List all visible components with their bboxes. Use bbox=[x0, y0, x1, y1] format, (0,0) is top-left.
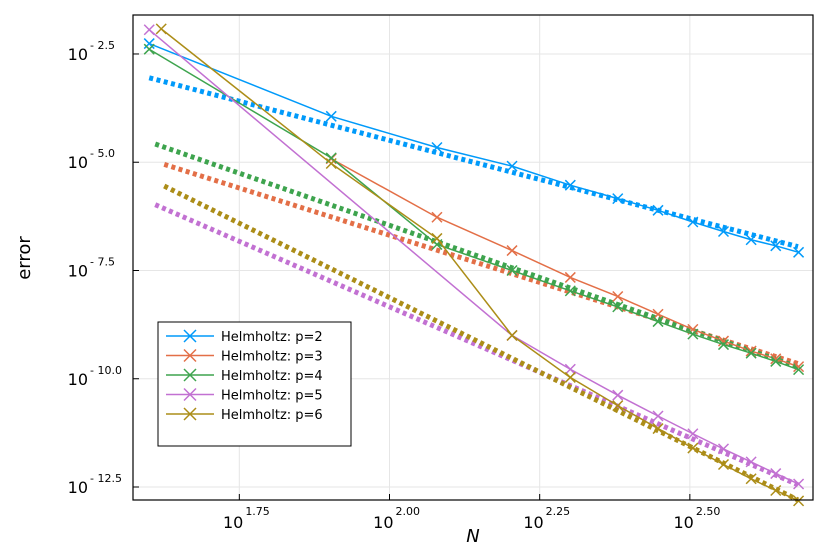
grid bbox=[133, 15, 813, 500]
data-point-marker bbox=[564, 179, 576, 191]
data-point-marker bbox=[155, 23, 167, 35]
data-point-marker bbox=[717, 335, 730, 347]
data-point-marker bbox=[793, 361, 805, 373]
reference-line bbox=[163, 162, 799, 366]
data-point-marker bbox=[506, 264, 518, 277]
data-point-marker bbox=[431, 141, 443, 154]
legend-entry: Helmholtz: p=5 bbox=[166, 387, 323, 404]
data-point-marker bbox=[652, 410, 664, 422]
y-tick-exponent: - 12.5 bbox=[90, 472, 122, 485]
data-point-marker bbox=[770, 355, 782, 367]
legend: Helmholtz: p=2 Helmholtz: p=3 Helmholtz: p… bbox=[157, 321, 352, 447]
data-point-marker bbox=[687, 216, 699, 228]
legend-box bbox=[157, 321, 352, 447]
data-point-marker bbox=[143, 43, 155, 55]
data-point-marker bbox=[612, 290, 624, 303]
data-point-marker bbox=[793, 364, 805, 376]
data-point-marker bbox=[612, 193, 624, 205]
data-point-marker bbox=[652, 316, 664, 328]
legend-entry: Helmholtz: p=3 bbox=[166, 348, 323, 365]
data-point-marker bbox=[652, 204, 664, 216]
data-point-marker bbox=[793, 246, 805, 258]
y-tick-exponent: - 5.0 bbox=[90, 147, 115, 160]
data-point-marker bbox=[325, 158, 337, 170]
data-point-marker bbox=[564, 271, 576, 283]
series-line bbox=[148, 29, 799, 485]
legend-label: Helmholtz: p=4 bbox=[221, 369, 323, 384]
x-tick-exponent: 1.75 bbox=[245, 505, 269, 518]
data-point-marker bbox=[717, 443, 730, 455]
data-point-marker bbox=[770, 468, 782, 480]
y-tick-label: 10 bbox=[68, 261, 88, 280]
y-axis-label: error bbox=[14, 236, 35, 280]
data-point-marker bbox=[745, 456, 757, 468]
data-point-marker bbox=[612, 400, 624, 412]
series-line bbox=[148, 42, 799, 254]
y-tick-exponent: - 7.5 bbox=[90, 255, 115, 268]
data-point-marker bbox=[745, 234, 757, 246]
data-point-marker bbox=[506, 245, 518, 257]
x-tick-label: 10 bbox=[373, 513, 393, 532]
legend-entry: Helmholtz: p=4 bbox=[166, 368, 323, 384]
x-tick-label: 10 bbox=[223, 513, 243, 532]
data-point-marker bbox=[612, 301, 624, 313]
x-tick-label: 10 bbox=[523, 513, 543, 532]
legend-label: Helmholtz: p=5 bbox=[221, 389, 323, 404]
legend-label: Helmholtz: p=2 bbox=[221, 330, 323, 345]
data-point-marker bbox=[717, 339, 730, 351]
data-point-marker bbox=[612, 389, 624, 401]
data-point-marker bbox=[431, 232, 443, 244]
data-point-marker bbox=[564, 371, 576, 383]
data-point-marker bbox=[770, 484, 782, 497]
plot-frame bbox=[132, 14, 814, 501]
data-point-marker bbox=[745, 473, 757, 485]
data-point-marker bbox=[717, 458, 730, 471]
y-tick-exponent: - 10.0 bbox=[90, 364, 122, 377]
data-point-marker bbox=[687, 328, 699, 340]
x-tick-exponent: 2.25 bbox=[546, 505, 571, 518]
legend-entry: Helmholtz: p=6 bbox=[166, 407, 323, 423]
series-line bbox=[148, 48, 799, 371]
legend-label: Helmholtz: p=3 bbox=[221, 350, 323, 365]
y-tick-label: 10 bbox=[68, 370, 88, 389]
data-point-marker bbox=[143, 24, 155, 36]
y-tick-label: 10 bbox=[68, 153, 88, 172]
data-point-marker bbox=[652, 423, 664, 435]
series-lines bbox=[143, 23, 805, 507]
data-point-marker bbox=[793, 478, 805, 490]
reference-line bbox=[163, 183, 800, 503]
legend-label: Helmholtz: p=6 bbox=[221, 408, 323, 423]
data-point-marker bbox=[564, 363, 576, 375]
data-point-marker bbox=[564, 285, 576, 297]
data-point-marker bbox=[793, 495, 805, 507]
x-tick-exponent: 2.00 bbox=[396, 505, 421, 518]
x-tick-label: 10 bbox=[673, 513, 693, 532]
x-axis-label: N bbox=[466, 526, 479, 547]
data-point-marker bbox=[687, 442, 699, 454]
data-point-marker bbox=[431, 211, 443, 223]
y-tick-exponent: - 2.5 bbox=[90, 39, 115, 52]
data-point-marker bbox=[717, 225, 730, 238]
data-point-marker bbox=[687, 428, 699, 440]
x-tick-exponent: 2.50 bbox=[696, 505, 721, 518]
data-point-marker bbox=[506, 160, 518, 172]
data-point-marker bbox=[770, 240, 782, 252]
y-tick-label: 10 bbox=[68, 45, 88, 64]
y-tick-label: 10 bbox=[68, 478, 88, 497]
legend-entry: Helmholtz: p=2 bbox=[166, 329, 323, 345]
reference-line bbox=[154, 141, 799, 370]
data-point-marker bbox=[325, 110, 337, 122]
data-point-marker bbox=[506, 329, 518, 341]
data-point-marker bbox=[745, 347, 757, 359]
series-line bbox=[160, 28, 799, 502]
